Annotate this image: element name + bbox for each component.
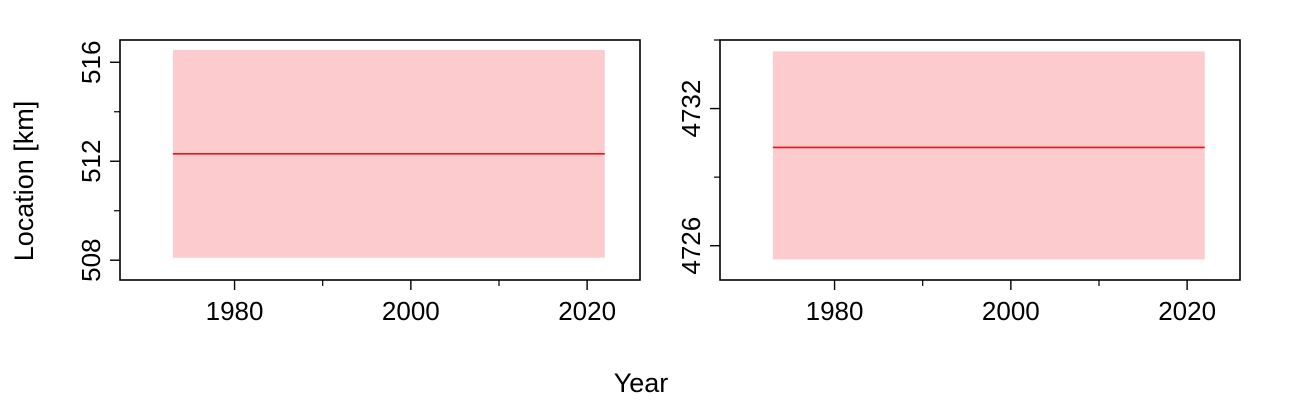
x-tick-label: 2000 xyxy=(982,296,1040,326)
x-tick-label: 1980 xyxy=(206,296,264,326)
y-tick-label: 512 xyxy=(76,140,106,183)
x-tick-label: 2020 xyxy=(558,296,616,326)
plot-frame xyxy=(719,39,1241,281)
left-panel: 1980 2000 2020 508 512 516 xyxy=(76,39,641,326)
y-tick-label: 516 xyxy=(76,41,106,84)
x-axis-title: Year xyxy=(614,368,669,398)
uncertainty-band xyxy=(772,51,1205,260)
plot-frame xyxy=(119,39,641,281)
y-tick-label: 4726 xyxy=(676,217,706,275)
x-tick-label: 2000 xyxy=(382,296,440,326)
x-tick-label: 2020 xyxy=(1158,296,1216,326)
right-panel: 1980 2000 2020 4726 4732 xyxy=(676,39,1241,326)
y-tick-label: 508 xyxy=(76,239,106,282)
x-tick-label: 1980 xyxy=(806,296,864,326)
y-tick-label: 4732 xyxy=(676,80,706,138)
y-axis-title: Location [km] xyxy=(9,101,39,262)
